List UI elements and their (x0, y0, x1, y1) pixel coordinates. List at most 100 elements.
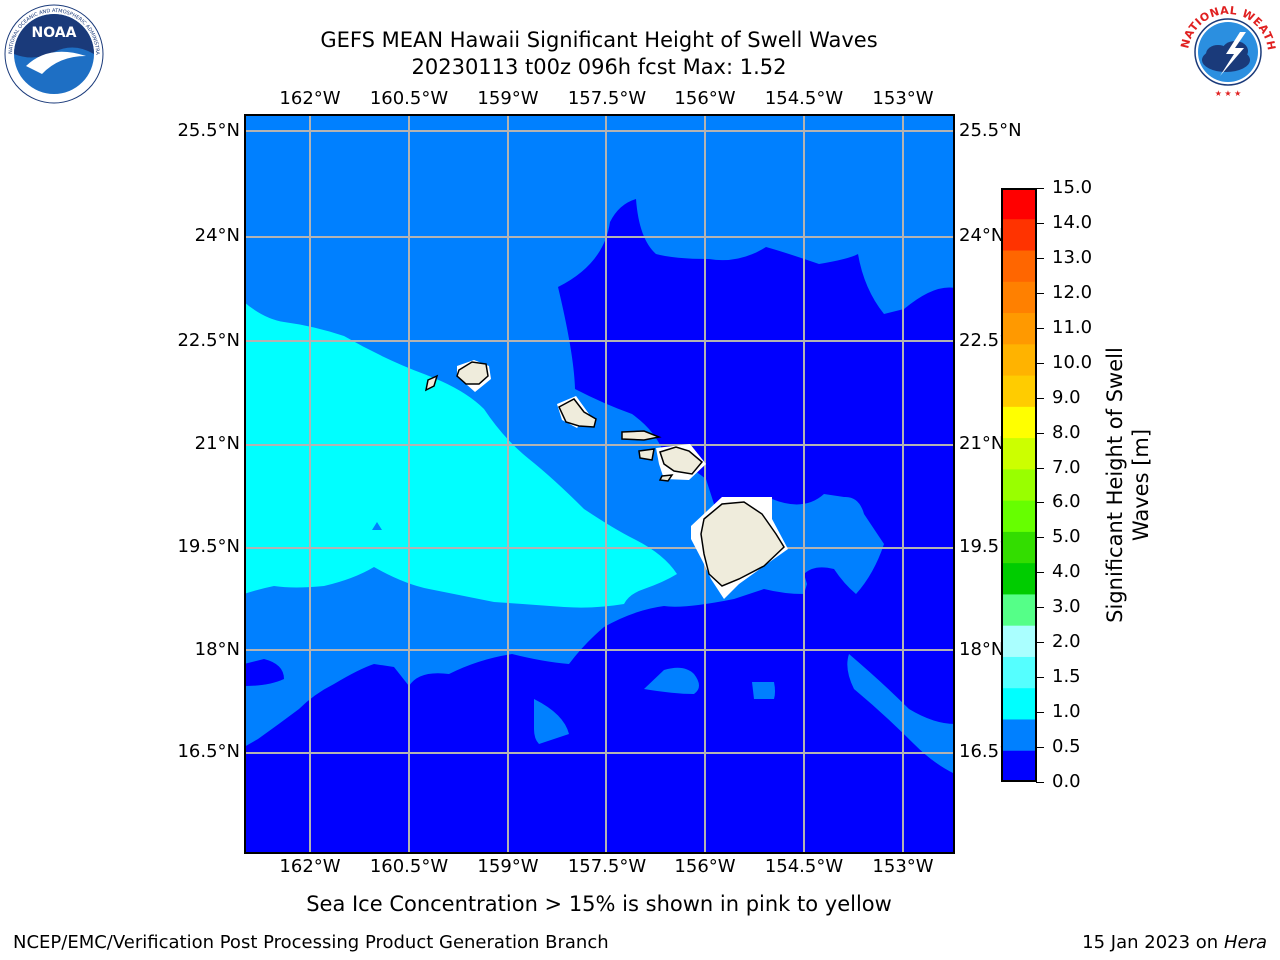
colorbar-tick-mark-15 (1036, 712, 1044, 714)
colorbar-tick-3: 12.0 (1052, 281, 1093, 303)
lon-tick-bottom-7: 153°W (872, 856, 934, 877)
nws-logo: NATIONAL WEATHER SERVICE ★ ★ ★ (1178, 2, 1277, 100)
colorbar-block-10 (1002, 500, 1036, 533)
colorbar-tick-mark-1 (1036, 222, 1044, 224)
colorbar-block-2 (1002, 250, 1036, 283)
colorbar-tick-10: 5.0 (1052, 526, 1081, 548)
colorbar-tick-17: 0.0 (1052, 771, 1081, 792)
colorbar-tick-12: 3.0 (1052, 596, 1081, 618)
island-niihau (424, 374, 439, 392)
colorbar-tick-mark-10 (1036, 537, 1044, 539)
colorbar-block-3 (1002, 281, 1036, 314)
colorbar-tick-7: 8.0 (1052, 421, 1081, 443)
colorbar-tick-mark-16 (1036, 747, 1044, 749)
colorbar-tick-mark-7 (1036, 432, 1044, 434)
colorbar-block-4 (1002, 313, 1036, 345)
lon-tick-top-3: 159°W (477, 88, 539, 109)
lat-tick-left-3: 22.5°N (177, 330, 240, 351)
colorbar-tick-5: 10.0 (1052, 351, 1093, 373)
lon-tick-top-1: 162°W (279, 88, 341, 109)
colorbar-tick-mark-6 (1036, 397, 1044, 399)
colorbar-tick-4: 11.0 (1052, 316, 1093, 338)
colorbar-block-16 (1002, 688, 1036, 720)
colorbar-block-0 (1002, 188, 1036, 220)
deep-patch-west (244, 659, 284, 686)
chart-title: GEFS MEAN Hawaii Significant Height of S… (320, 28, 878, 52)
lat-tick-left-6: 18°N (194, 639, 240, 660)
colorbar-tick-8: 7.0 (1052, 456, 1081, 478)
lat-tick-right-4: 21°N (959, 433, 1005, 454)
credit-left: NCEP/EMC/Verification Post Processing Pr… (13, 932, 609, 953)
island-maui (659, 446, 704, 475)
lon-tick-top-5: 156°W (674, 88, 736, 109)
credit-date: 15 Jan 2023 on (1082, 932, 1224, 953)
lat-tick-right-2: 24°N (959, 225, 1005, 246)
colorbar-tick-mark-4 (1036, 327, 1044, 329)
gridlines (244, 114, 955, 854)
lat-tick-left-1: 25.5°N (177, 120, 240, 141)
colorbar-tick-11: 4.0 (1052, 561, 1081, 583)
colorbar-block-7 (1002, 406, 1036, 439)
colorbar-block-9 (1002, 469, 1036, 502)
colorbar-block-13 (1002, 594, 1036, 627)
colorbar-tick-mark-0 (1036, 188, 1044, 189)
lat-tick-left-7: 16.5°N (177, 741, 240, 762)
lon-tick-top-6: 154.5°W (764, 88, 844, 109)
lon-tick-top-2: 160.5°W (369, 88, 449, 109)
lon-tick-bottom-3: 159°W (477, 856, 539, 877)
chart-subtitle: 20230113 t00z 096h fcst Max: 1.52 (411, 55, 787, 79)
island-kauai (456, 361, 489, 385)
wave-band-0.5-1.0-patch-c (752, 682, 775, 699)
colorbar-block-17 (1002, 719, 1036, 752)
lon-tick-top-4: 157.5°W (567, 88, 647, 109)
svg-text:★ ★ ★: ★ ★ ★ (1215, 89, 1242, 98)
medium-dot (372, 522, 382, 530)
colorbar-block-1 (1002, 219, 1036, 252)
colorbar-block-14 (1002, 625, 1036, 658)
colorbar-tick-mark-13 (1036, 642, 1044, 644)
wave-band-1.0-1.5 (244, 302, 677, 608)
lon-tick-bottom-4: 157.5°W (567, 856, 647, 877)
map-panel (244, 114, 955, 854)
island-kahoolawe (658, 474, 674, 482)
lat-tick-left-5: 19.5°N (177, 536, 240, 557)
colorbar-label: Significant Height of Swell Waves [m] (1103, 347, 1153, 623)
lat-tick-right-1: 25.5°N (959, 120, 1022, 141)
colorbar-tick-16: 0.5 (1052, 736, 1081, 758)
island-molokai (621, 430, 662, 441)
colorbar-block-6 (1002, 375, 1036, 408)
svg-text:NOAA: NOAA (32, 25, 77, 41)
lon-tick-bottom-2: 160.5°W (369, 856, 449, 877)
credit-right: 15 Jan 2023 on Hera (1082, 932, 1267, 953)
sea-ice-footnote: Sea Ice Concentration > 15% is shown in … (306, 892, 892, 916)
colorbar-tick-mark-11 (1036, 572, 1044, 574)
lon-tick-top-7: 153°W (872, 88, 934, 109)
noaa-logo: NOAA NATIONAL OCEANIC AND ATMOSPHERIC AD… (4, 4, 104, 104)
wave-band-0.5-1.0-southeast (847, 654, 955, 774)
colorbar-tick-13: 2.0 (1052, 631, 1081, 653)
lat-tick-right-6: 18°N (959, 639, 1005, 660)
colorbar-tick-mark-3 (1036, 292, 1044, 294)
colorbar (1001, 188, 1037, 782)
colorbar-block-5 (1002, 344, 1036, 377)
colorbar-tick-15: 1.0 (1052, 701, 1081, 723)
colorbar-tick-mark-17 (1036, 782, 1044, 783)
colorbar-tick-mark-12 (1036, 607, 1044, 609)
lat-tick-left-2: 24°N (194, 225, 240, 246)
lon-tick-bottom-5: 156°W (674, 856, 736, 877)
colorbar-tick-2: 13.0 (1052, 246, 1093, 268)
credit-machine: Hera (1223, 932, 1267, 953)
island-lanai (638, 448, 655, 461)
colorbar-tick-mark-14 (1036, 677, 1044, 679)
colorbar-tick-mark-5 (1036, 362, 1044, 364)
lon-tick-bottom-6: 154.5°W (764, 856, 844, 877)
colorbar-tick-mark-8 (1036, 467, 1044, 469)
colorbar-tick-mark-9 (1036, 502, 1044, 504)
colorbar-block-18 (1002, 750, 1036, 782)
colorbar-tick-6: 9.0 (1052, 386, 1081, 408)
islands (424, 360, 788, 599)
map-border (244, 114, 955, 854)
colorbar-tick-mark-2 (1036, 257, 1044, 259)
colorbar-tick-14: 1.5 (1052, 666, 1081, 688)
lon-tick-bottom-1: 162°W (279, 856, 341, 877)
